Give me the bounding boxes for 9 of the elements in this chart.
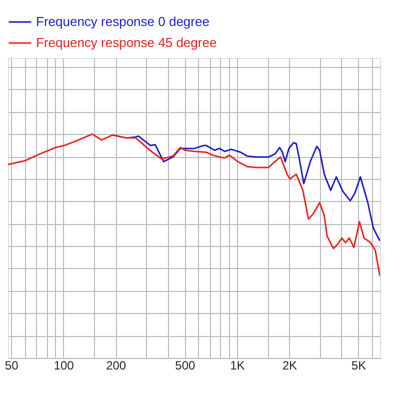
x-tick-label: 200: [106, 358, 126, 372]
x-tick-label: 50: [4, 358, 19, 372]
x-tick-label: 1K: [230, 358, 245, 372]
legend-label: Frequency response 0 degree: [36, 14, 210, 29]
x-tick-label: 2K: [282, 358, 298, 372]
legend-label: Frequency response 45 degree: [36, 35, 217, 50]
x-tick-label: 100: [54, 358, 74, 372]
x-tick-label: 500: [175, 358, 196, 372]
x-tick-label: 5K: [351, 358, 366, 372]
